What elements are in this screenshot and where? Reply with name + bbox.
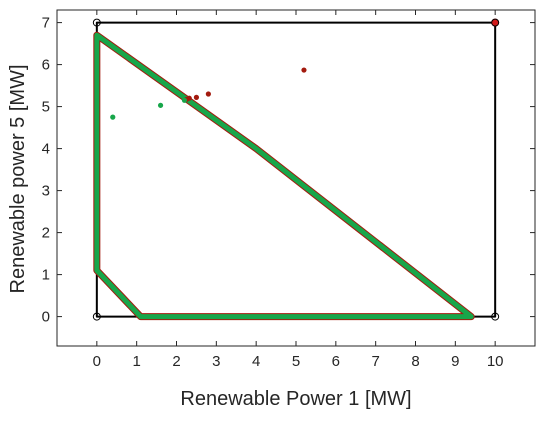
- plot-area: [92, 18, 500, 321]
- bounding-box-line: [95, 21, 497, 318]
- green-point: [110, 114, 116, 120]
- x-tick-label: 3: [212, 353, 220, 370]
- green-region-line: [94, 32, 474, 320]
- x-tick-label: 4: [252, 353, 260, 370]
- x-tick-label: 0: [93, 353, 101, 370]
- red-point: [205, 91, 211, 97]
- x-tick-label: 8: [411, 353, 419, 370]
- corner-point: [491, 312, 500, 321]
- y-tick-label: 6: [42, 57, 50, 74]
- y-tick-label: 3: [42, 183, 50, 200]
- x-tick-label: 7: [371, 353, 379, 370]
- axes: 0 1 2 3 4 5 6 7 8 9 10 0 1 2 3 4 5 6 7: [42, 9, 536, 370]
- x-tick-label: 5: [292, 353, 300, 370]
- y-axis-label: Renewable power 5 [MW]: [7, 65, 29, 294]
- corner-point: [92, 312, 101, 321]
- red-point: [186, 95, 192, 101]
- corner-point: [491, 18, 500, 27]
- y-tick-label: 7: [42, 15, 50, 32]
- red-point: [193, 94, 200, 100]
- y-tick-label: 4: [42, 141, 50, 158]
- y-tick-label: 5: [42, 99, 50, 116]
- corner-point: [92, 18, 101, 27]
- x-axis-label: Renewable Power 1 [MW]: [180, 388, 411, 410]
- red-point: [301, 67, 307, 73]
- x-tick-label: 6: [332, 353, 340, 370]
- y-tick-label: 0: [42, 309, 50, 326]
- y-tick-label: 1: [42, 267, 50, 284]
- green-point: [181, 97, 188, 103]
- y-tick-label: 2: [42, 225, 50, 242]
- x-tick-label: 10: [487, 353, 504, 370]
- x-tick-label: 9: [451, 353, 459, 370]
- green-point: [157, 102, 164, 108]
- x-tick-label: 2: [172, 353, 180, 370]
- x-tick-label: 1: [132, 353, 140, 370]
